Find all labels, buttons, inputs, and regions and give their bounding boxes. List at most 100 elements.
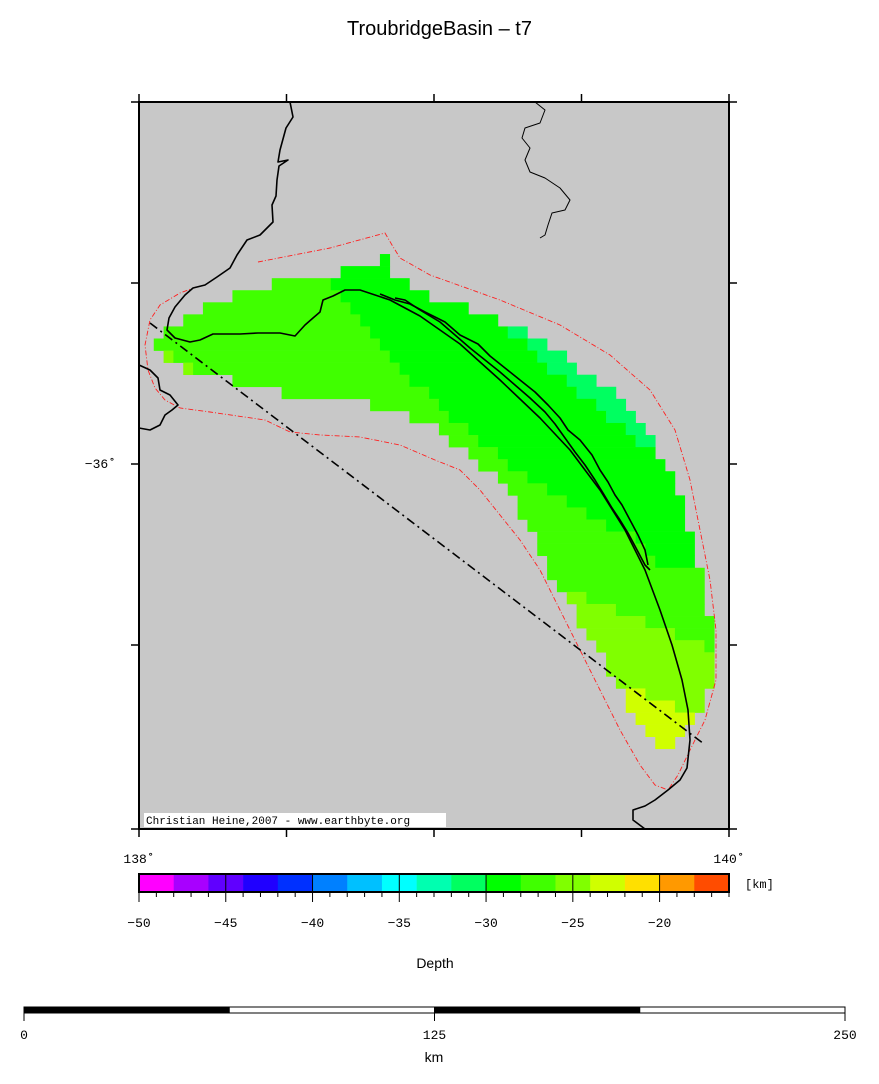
colorbar-bin bbox=[347, 874, 383, 892]
colorbar-bin bbox=[486, 874, 522, 892]
grid-cell bbox=[468, 447, 499, 460]
colorbar-bin bbox=[277, 874, 313, 892]
grid-cell bbox=[537, 350, 568, 363]
colorbar-bin bbox=[312, 874, 348, 892]
coastline-south-west bbox=[138, 364, 179, 431]
grid-cell bbox=[507, 483, 548, 496]
colorbar-bin bbox=[624, 874, 660, 892]
axis-labels: −36˚ 138˚ 140˚ bbox=[85, 457, 745, 867]
grid-cell bbox=[704, 640, 715, 653]
grid-cell bbox=[576, 603, 617, 617]
colorbar-tick-label: −20 bbox=[648, 916, 671, 931]
grid-cell bbox=[399, 362, 548, 376]
grid-cell bbox=[379, 254, 391, 267]
credit-text: Christian Heine,2007 - www.earthbyte.org bbox=[146, 816, 410, 828]
grid-cell bbox=[478, 435, 636, 448]
scale-bar-label: 250 bbox=[833, 1028, 856, 1043]
grid-cell bbox=[645, 543, 695, 557]
map-title: TroubridgeBasin – t7 bbox=[347, 18, 532, 40]
grid-cell bbox=[281, 386, 430, 400]
grid-cell bbox=[448, 435, 479, 448]
grid-cell bbox=[370, 398, 440, 412]
colorbar bbox=[138, 873, 730, 902]
grid-cell bbox=[556, 579, 705, 593]
grid-cell bbox=[370, 326, 509, 339]
grid-cell bbox=[438, 422, 469, 436]
grid-cell bbox=[517, 507, 587, 520]
grid-cell bbox=[350, 302, 469, 315]
grid-cell bbox=[566, 495, 686, 508]
grid-cell bbox=[271, 278, 332, 291]
grid-cell bbox=[507, 326, 528, 339]
profile-line bbox=[149, 322, 705, 745]
colorbar-bin bbox=[243, 874, 279, 892]
grid-cell bbox=[153, 338, 381, 351]
grid-cell bbox=[389, 350, 538, 363]
grid-cell bbox=[163, 350, 174, 363]
grid-cell bbox=[429, 386, 577, 400]
grid-cell bbox=[537, 531, 636, 544]
grid-cell bbox=[674, 700, 705, 713]
grid-cell bbox=[193, 362, 400, 376]
grid-cell bbox=[409, 374, 568, 388]
lat-label: −36˚ bbox=[85, 457, 116, 472]
lon-label: 140˚ bbox=[713, 852, 744, 867]
grid-cell bbox=[576, 386, 617, 400]
grid-cell bbox=[586, 628, 676, 641]
grid-cell bbox=[547, 362, 577, 376]
colorbar-unit: [km] bbox=[745, 878, 774, 892]
grid-cell bbox=[448, 410, 607, 424]
grid-cell bbox=[360, 314, 499, 327]
colorbar-bin bbox=[694, 874, 730, 892]
grid-cell bbox=[507, 459, 666, 472]
grid-cell bbox=[340, 266, 391, 279]
grid-cell bbox=[645, 688, 705, 701]
grid-cell bbox=[576, 616, 646, 629]
grid-cell bbox=[547, 567, 705, 581]
grid-cell bbox=[547, 555, 656, 569]
grid-cell bbox=[409, 410, 450, 424]
colorbar-bin bbox=[451, 874, 487, 892]
colorbar-tick-label: −25 bbox=[561, 916, 584, 931]
grid-cell bbox=[379, 338, 528, 351]
grid-cell bbox=[527, 471, 676, 484]
colorbar-tick-label: −35 bbox=[388, 916, 411, 931]
colorbar-bin bbox=[416, 874, 452, 892]
grid-cell bbox=[527, 519, 607, 532]
colorbar-title: Depth bbox=[416, 955, 453, 971]
grid-cell bbox=[635, 531, 695, 544]
grid-cell bbox=[517, 495, 568, 508]
lon-label: 138˚ bbox=[123, 852, 154, 867]
scale-bar-label: 125 bbox=[423, 1028, 446, 1043]
grid-cell bbox=[183, 362, 194, 376]
grid-cell bbox=[330, 278, 410, 291]
scale-bar-segment bbox=[23, 1006, 230, 1014]
coorong-inner-shore bbox=[379, 293, 649, 566]
grid-cell bbox=[625, 688, 646, 701]
colorbar-bin bbox=[590, 874, 626, 892]
grid-cell bbox=[606, 652, 715, 665]
grid-cell bbox=[606, 664, 715, 677]
credit-background bbox=[144, 813, 446, 827]
grid-cell bbox=[655, 736, 676, 750]
grid-cell bbox=[497, 471, 528, 484]
scale-bar-label: 0 bbox=[20, 1028, 28, 1043]
scale-bar bbox=[23, 1006, 846, 1021]
basin-outline bbox=[144, 232, 717, 791]
grid-cell bbox=[537, 543, 646, 557]
grid-cell bbox=[173, 350, 391, 363]
scale-bar-labels: 0 125 250 bbox=[20, 1028, 857, 1043]
grid-cell bbox=[566, 374, 597, 388]
grid-cell bbox=[635, 435, 656, 448]
grid-cell bbox=[645, 724, 686, 738]
grid-cell bbox=[606, 410, 636, 424]
grid-cell bbox=[645, 616, 715, 629]
colorbar-bin bbox=[173, 874, 209, 892]
grid-cell bbox=[635, 712, 695, 725]
grid-cell bbox=[596, 640, 705, 653]
colorbar-tick-label: −45 bbox=[214, 916, 237, 931]
grid-cell bbox=[566, 591, 587, 605]
grid-cell bbox=[674, 628, 715, 641]
colorbar-bin bbox=[520, 874, 556, 892]
coastlines bbox=[138, 101, 691, 830]
